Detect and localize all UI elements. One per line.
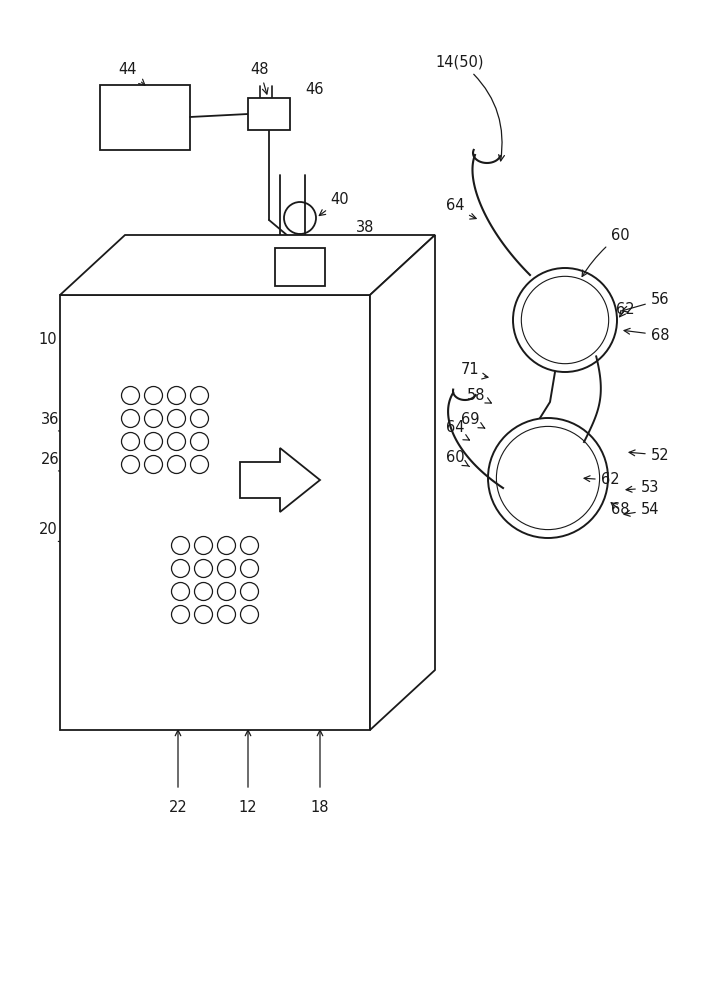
Text: 12: 12 xyxy=(239,800,257,816)
Text: 53: 53 xyxy=(626,481,659,495)
Text: 36: 36 xyxy=(41,412,65,432)
Text: 38: 38 xyxy=(343,221,374,245)
Text: 71: 71 xyxy=(461,362,488,379)
Text: 18: 18 xyxy=(311,800,329,816)
Text: 69: 69 xyxy=(461,412,485,428)
Text: 52: 52 xyxy=(629,448,669,462)
Polygon shape xyxy=(60,235,435,295)
Text: 58: 58 xyxy=(467,387,491,403)
Text: 30: 30 xyxy=(324,452,360,476)
Text: 16: 16 xyxy=(269,538,360,574)
Text: 20: 20 xyxy=(39,522,65,543)
Text: 44: 44 xyxy=(119,62,145,85)
Text: 34: 34 xyxy=(333,702,365,727)
Bar xyxy=(100,85,190,150)
Text: 56: 56 xyxy=(622,292,669,312)
Text: 22: 22 xyxy=(169,800,188,816)
Text: 64: 64 xyxy=(446,198,476,219)
Text: 28: 28 xyxy=(180,382,199,397)
Text: 62: 62 xyxy=(615,302,634,318)
Text: 60: 60 xyxy=(582,228,629,276)
Text: 48: 48 xyxy=(251,62,269,94)
Text: 54: 54 xyxy=(624,502,659,518)
Polygon shape xyxy=(240,448,320,512)
Polygon shape xyxy=(60,295,370,730)
Text: 10: 10 xyxy=(39,332,75,358)
Text: 64: 64 xyxy=(446,420,470,440)
Polygon shape xyxy=(370,235,435,730)
Bar xyxy=(248,98,290,130)
Text: 46: 46 xyxy=(305,83,324,98)
Bar xyxy=(275,248,325,286)
Text: 42: 42 xyxy=(328,244,352,261)
Text: 68: 68 xyxy=(610,502,629,518)
Text: 26: 26 xyxy=(41,452,65,472)
Text: 68: 68 xyxy=(624,328,669,342)
Text: 60: 60 xyxy=(446,450,470,467)
Text: 14(50): 14(50) xyxy=(436,54,505,161)
Text: 24: 24 xyxy=(162,262,188,292)
Text: 62: 62 xyxy=(584,473,619,488)
Text: 40: 40 xyxy=(319,192,349,216)
